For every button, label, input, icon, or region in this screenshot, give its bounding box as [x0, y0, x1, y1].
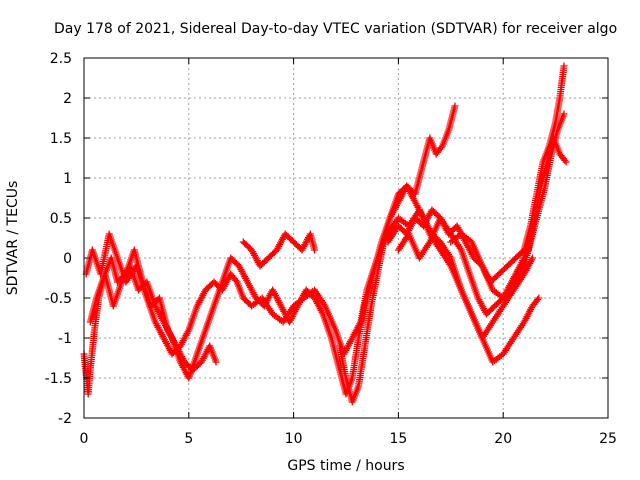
- y-tick-label: -0.5: [45, 291, 72, 307]
- data-point: [451, 102, 459, 110]
- data-point: [212, 358, 220, 366]
- x-tick-label: 10: [285, 431, 303, 447]
- x-tick-label: 25: [599, 431, 617, 447]
- y-tick-label: 2: [63, 91, 72, 107]
- data-point: [562, 158, 570, 166]
- chart-title: Day 178 of 2021, Sidereal Day-to-day VTE…: [54, 21, 617, 37]
- y-tick-label: 0: [63, 251, 72, 267]
- data-point: [437, 144, 445, 152]
- data-point: [560, 110, 568, 118]
- data-point: [232, 276, 240, 284]
- y-tick-label: 0.5: [50, 211, 72, 227]
- data-point: [534, 296, 542, 304]
- y-tick-label: -2: [58, 411, 72, 427]
- x-tick-labels: 0 5 10 15 20 25: [80, 431, 617, 447]
- x-tick-label: 5: [184, 431, 193, 447]
- y-tick-label: -1.5: [45, 371, 72, 387]
- data-marks: [80, 62, 570, 406]
- plot-frame: [83, 57, 609, 419]
- x-tick-label: 0: [80, 431, 89, 447]
- y-tick-label: -1: [58, 331, 72, 347]
- data-point: [529, 254, 537, 262]
- data-point: [560, 62, 568, 70]
- x-axis-label: GPS time / hours: [287, 458, 404, 474]
- data-point: [311, 246, 319, 254]
- y-tick-labels: -2 -1.5 -1 -0.5 0 0.5 1 1.5 2 2.5: [45, 51, 72, 427]
- y-axis-label: SDTVAR / TECUs: [5, 181, 21, 296]
- y-tick-label: 1: [63, 171, 72, 187]
- y-tick-label: 1.5: [50, 131, 72, 147]
- y-tick-label: 2.5: [50, 51, 72, 67]
- data-point: [535, 294, 543, 302]
- axis-ticks: [83, 57, 609, 419]
- x-tick-label: 20: [494, 431, 512, 447]
- x-tick-label: 15: [389, 431, 407, 447]
- data-point: [561, 156, 569, 164]
